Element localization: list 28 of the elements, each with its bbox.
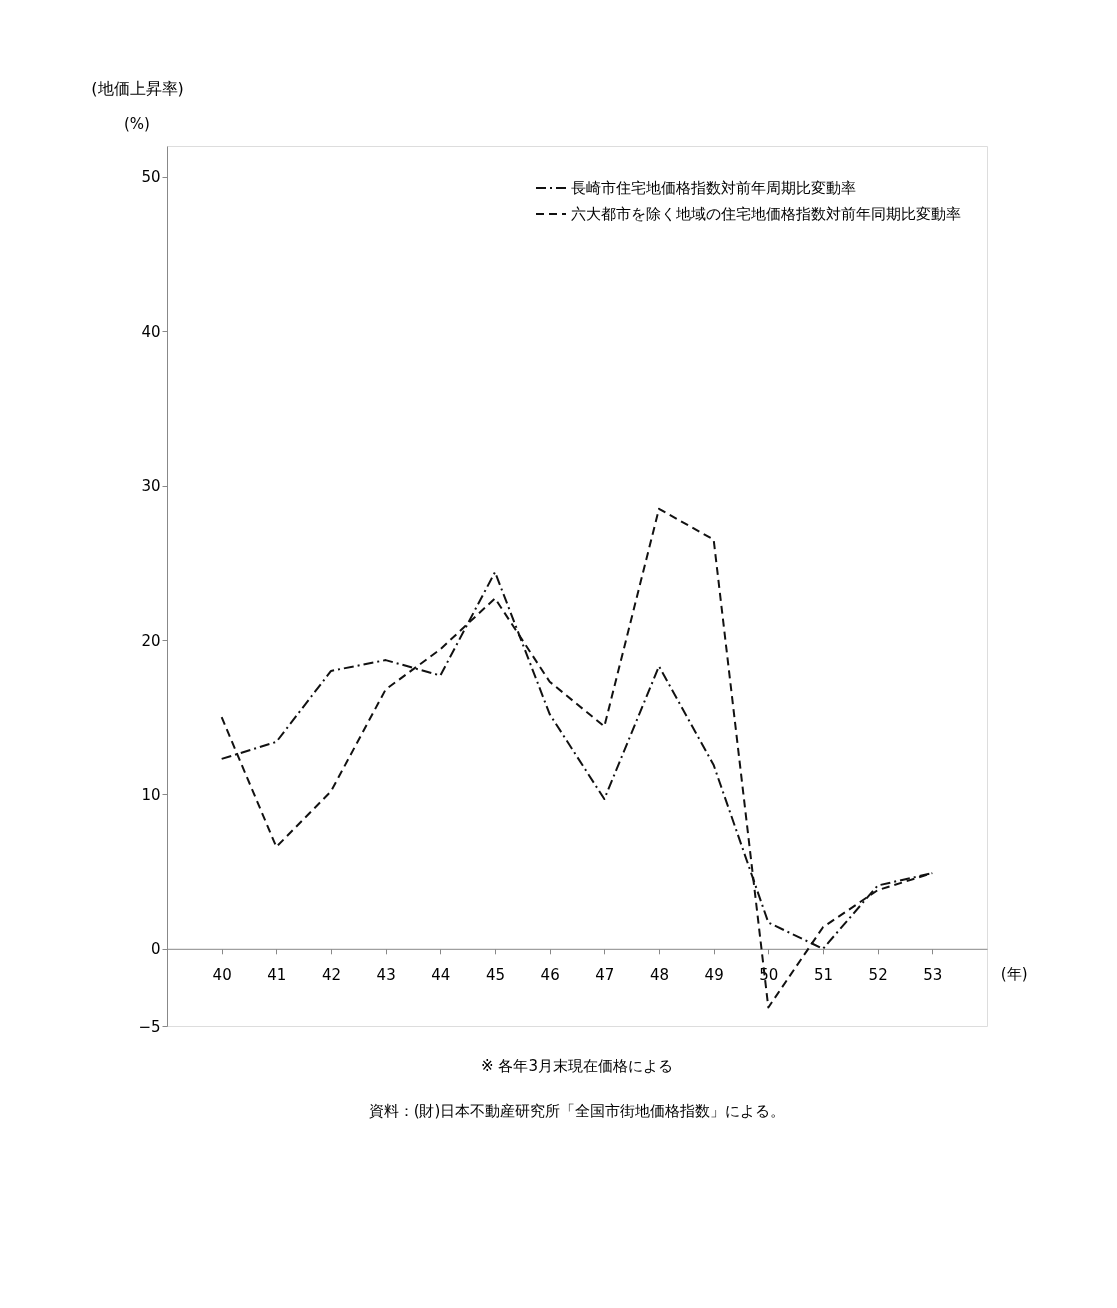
y-axis-title: (地価上昇率): [91, 78, 184, 98]
text: (%): [124, 115, 150, 133]
x-tick-label: 41: [267, 966, 287, 985]
y-tick-label: 20: [141, 631, 161, 650]
text: ※ 各年3月末現在価格による: [481, 1057, 673, 1075]
y-tick-label: 40: [141, 322, 161, 341]
y-tick-label: 50: [141, 168, 161, 187]
legend-label: 長崎市住宅地価格指数対前年周期比変動率: [571, 179, 856, 197]
text: 資料：(財)日本不動産研究所「全国市街地価格指数」による。: [368, 1102, 786, 1120]
x-tick-label: 48: [649, 966, 670, 985]
y-tick-label: 0: [150, 940, 161, 959]
x-tick-label: 51: [813, 966, 834, 985]
x-axis-title: (年): [1000, 965, 1028, 984]
x-tick-label: 53: [923, 966, 943, 985]
x-tick-label: 52: [868, 966, 888, 985]
y-tick-label: −5: [138, 1017, 161, 1036]
x-tick-label: 45: [485, 966, 506, 985]
x-tick-label: 44: [431, 966, 451, 985]
y-tick-label: 30: [141, 477, 161, 496]
y-tick-label: 10: [141, 785, 161, 804]
legend-label: 六大都市を除く地域の住宅地価格指数対前年同期比変動率: [571, 205, 961, 223]
x-tick-label: 42: [321, 966, 342, 985]
x-tick-label: 43: [376, 966, 396, 985]
x-tick-label: 46: [540, 966, 560, 985]
x-tick-label: 49: [704, 966, 724, 985]
x-tick-label: 50: [759, 966, 779, 985]
x-tick-label: 40: [212, 966, 232, 985]
x-tick-label: 47: [595, 966, 615, 985]
